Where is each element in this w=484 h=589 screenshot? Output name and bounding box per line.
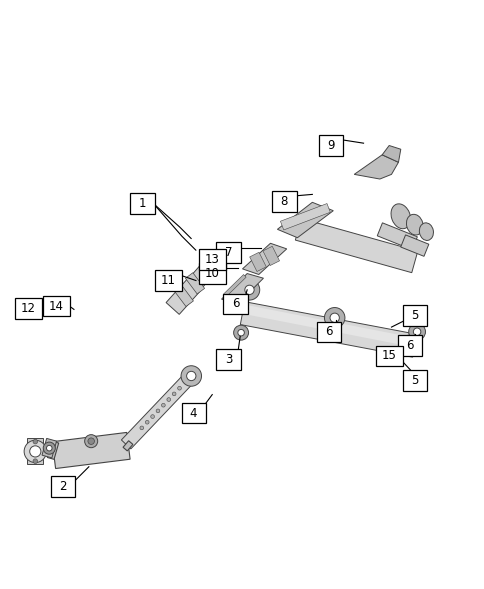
Circle shape: [140, 426, 143, 430]
Polygon shape: [381, 145, 400, 163]
Circle shape: [30, 446, 41, 457]
Polygon shape: [280, 204, 330, 230]
Circle shape: [177, 386, 181, 390]
FancyBboxPatch shape: [318, 135, 342, 155]
Circle shape: [151, 415, 154, 418]
Polygon shape: [42, 438, 57, 458]
FancyBboxPatch shape: [198, 249, 225, 270]
Polygon shape: [400, 235, 428, 256]
FancyBboxPatch shape: [272, 191, 296, 211]
FancyBboxPatch shape: [316, 322, 340, 342]
Circle shape: [181, 366, 201, 386]
Circle shape: [24, 440, 46, 462]
Circle shape: [324, 307, 344, 328]
FancyBboxPatch shape: [154, 270, 181, 291]
Polygon shape: [27, 438, 43, 465]
FancyBboxPatch shape: [51, 476, 75, 497]
Circle shape: [46, 445, 52, 451]
Circle shape: [85, 435, 97, 448]
Text: 9: 9: [327, 139, 334, 152]
Circle shape: [88, 438, 94, 445]
Text: 6: 6: [231, 297, 239, 310]
Circle shape: [244, 285, 254, 294]
FancyBboxPatch shape: [402, 370, 426, 391]
Polygon shape: [221, 273, 263, 304]
Circle shape: [239, 280, 259, 300]
Polygon shape: [166, 279, 200, 315]
FancyBboxPatch shape: [375, 346, 402, 366]
Text: 8: 8: [280, 195, 287, 208]
FancyBboxPatch shape: [216, 349, 240, 370]
Text: 3: 3: [225, 353, 232, 366]
Circle shape: [33, 459, 38, 464]
Polygon shape: [377, 223, 417, 250]
Polygon shape: [223, 274, 245, 297]
FancyBboxPatch shape: [216, 242, 240, 263]
FancyBboxPatch shape: [130, 193, 154, 214]
Text: 6: 6: [406, 339, 413, 352]
Circle shape: [161, 403, 165, 407]
Ellipse shape: [406, 214, 422, 235]
Circle shape: [186, 371, 196, 380]
FancyBboxPatch shape: [43, 296, 70, 316]
Text: 15: 15: [381, 349, 396, 362]
Polygon shape: [47, 441, 59, 459]
FancyBboxPatch shape: [181, 403, 205, 423]
Polygon shape: [277, 202, 333, 238]
FancyBboxPatch shape: [397, 336, 422, 356]
Text: 11: 11: [160, 274, 175, 287]
Text: 2: 2: [60, 480, 67, 493]
Polygon shape: [243, 305, 414, 347]
FancyBboxPatch shape: [402, 305, 426, 326]
Polygon shape: [295, 219, 417, 273]
Polygon shape: [187, 261, 215, 290]
Polygon shape: [400, 333, 420, 345]
Polygon shape: [121, 374, 193, 449]
Polygon shape: [174, 285, 193, 306]
Polygon shape: [353, 155, 398, 179]
Text: 12: 12: [21, 302, 36, 315]
Text: 10: 10: [204, 267, 219, 280]
Circle shape: [166, 398, 170, 402]
Text: 5: 5: [410, 374, 418, 387]
Circle shape: [412, 328, 420, 336]
Ellipse shape: [390, 204, 410, 229]
Circle shape: [172, 392, 176, 396]
Circle shape: [329, 313, 339, 322]
Text: 7: 7: [224, 246, 232, 259]
Polygon shape: [242, 243, 286, 274]
Circle shape: [233, 325, 248, 340]
Polygon shape: [262, 246, 279, 266]
Polygon shape: [249, 252, 266, 272]
Ellipse shape: [419, 223, 433, 240]
Circle shape: [408, 323, 424, 340]
Polygon shape: [52, 432, 130, 468]
Text: 5: 5: [410, 309, 418, 322]
Text: 6: 6: [324, 325, 332, 338]
Circle shape: [156, 409, 160, 413]
Circle shape: [33, 439, 38, 444]
Circle shape: [43, 442, 55, 454]
Polygon shape: [185, 273, 204, 294]
Circle shape: [145, 421, 149, 424]
Text: 14: 14: [49, 300, 63, 313]
Text: 1: 1: [138, 197, 146, 210]
FancyBboxPatch shape: [223, 293, 247, 314]
Polygon shape: [240, 302, 416, 357]
FancyBboxPatch shape: [15, 298, 42, 319]
Text: 13: 13: [204, 253, 219, 266]
Text: 4: 4: [189, 407, 197, 420]
Circle shape: [237, 329, 244, 336]
FancyBboxPatch shape: [198, 263, 225, 284]
Polygon shape: [123, 441, 133, 451]
